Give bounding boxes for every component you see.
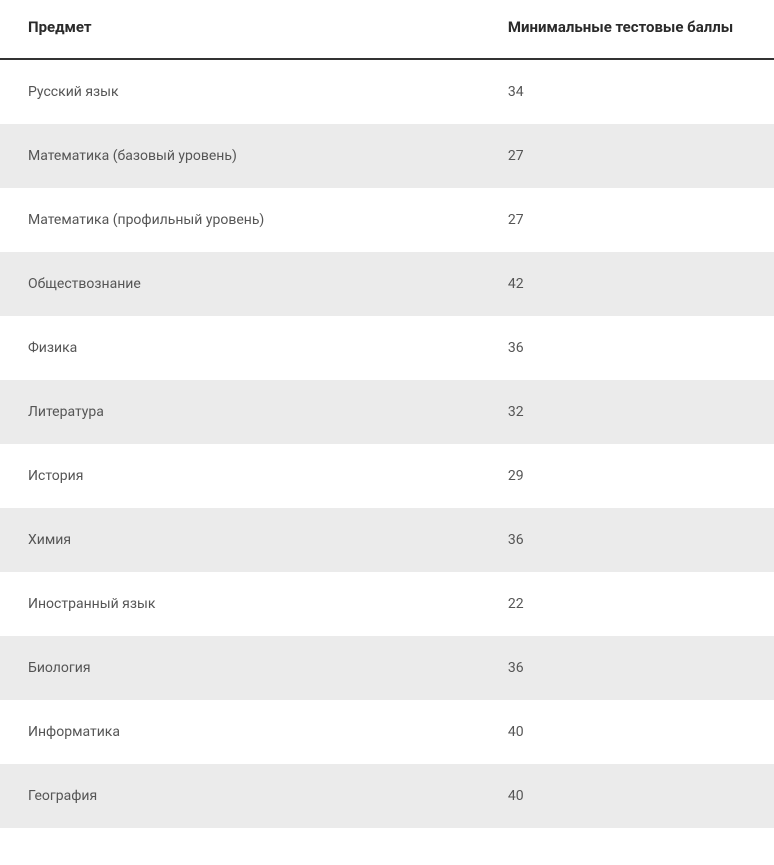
table-row: Литература 32 [0,380,774,444]
cell-subject: Иностранный язык [0,572,480,636]
column-header-score: Минимальные тестовые баллы [480,0,774,59]
cell-subject: Биология [0,636,480,700]
cell-subject: Литература [0,380,480,444]
table-row: Математика (базовый уровень) 27 [0,124,774,188]
cell-subject: Химия [0,508,480,572]
table-row: Математика (профильный уровень) 27 [0,188,774,252]
cell-score: 36 [480,508,774,572]
cell-score: 40 [480,700,774,764]
cell-subject: Информатика [0,700,480,764]
cell-subject: Математика (базовый уровень) [0,124,480,188]
cell-subject: Обществознание [0,252,480,316]
table-row: Физика 36 [0,316,774,380]
cell-subject: История [0,444,480,508]
table-row: Информатика 40 [0,700,774,764]
cell-score: 22 [480,572,774,636]
cell-score: 36 [480,316,774,380]
cell-score: 40 [480,764,774,828]
cell-subject: География [0,764,480,828]
table-row: История 29 [0,444,774,508]
table-body: Русский язык 34 Математика (базовый уров… [0,59,774,828]
cell-score: 42 [480,252,774,316]
cell-subject: Физика [0,316,480,380]
cell-subject: Русский язык [0,59,480,124]
cell-score: 27 [480,188,774,252]
cell-score: 29 [480,444,774,508]
cell-score: 27 [480,124,774,188]
cell-score: 34 [480,59,774,124]
table-row: Иностранный язык 22 [0,572,774,636]
table-row: География 40 [0,764,774,828]
table-header: Предмет Минимальные тестовые баллы [0,0,774,59]
column-header-subject: Предмет [0,0,480,59]
table-row: Обществознание 42 [0,252,774,316]
scores-table: Предмет Минимальные тестовые баллы Русск… [0,0,774,828]
table-row: Химия 36 [0,508,774,572]
table-row: Русский язык 34 [0,59,774,124]
cell-score: 36 [480,636,774,700]
cell-subject: Математика (профильный уровень) [0,188,480,252]
table-row: Биология 36 [0,636,774,700]
cell-score: 32 [480,380,774,444]
